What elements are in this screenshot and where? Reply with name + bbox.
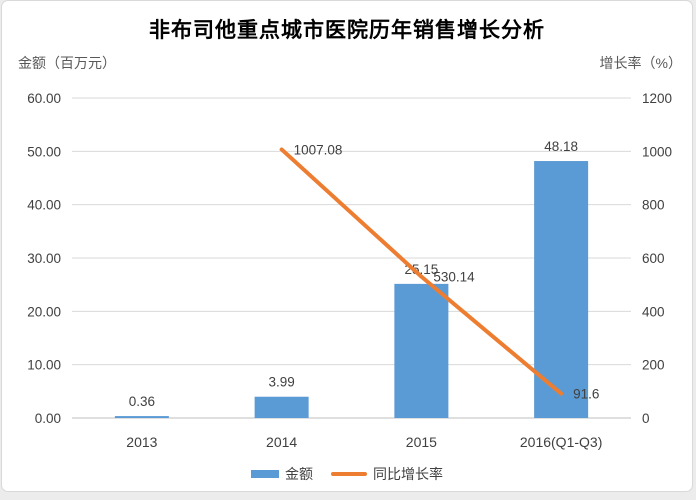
legend-label-amount: 金额 [285,466,313,482]
bar-value-label: 25.15 [404,262,438,277]
left-axis-tick-label: 20.00 [27,304,61,319]
bar-value-label: 3.99 [268,375,294,390]
chart-card: 非布司他重点城市医院历年销售增长分析 金额（百万元） 增长率（%） 0.00 10… [1,0,693,492]
line-value-label: 530.14 [433,270,475,285]
right-axis-tick-label: 1200 [642,91,672,106]
growth-rate-line [279,147,564,396]
line-series-swatch-icon [331,472,367,476]
line-value-label: 1007.08 [294,142,343,157]
x-axis-category-label: 2015 [406,434,437,450]
bar-2013 [114,416,169,418]
left-axis-tick-label: 60.00 [27,91,61,106]
combo-chart-plot-area: 0.00 10.00 20.00 30.00 40.00 50.00 60.00 0 200 40… [27,91,672,450]
left-axis-tick-label: 50.00 [27,144,61,159]
right-axis-tick-label: 400 [642,304,665,319]
left-axis-tick-label: 10.00 [27,358,61,373]
x-axis-category-label: 2016(Q1-Q3) [520,434,602,450]
bar-2016(Q1-Q3) [534,161,589,419]
line-value-label: 91.6 [573,387,599,402]
left-axis-title: 金额（百万元） [18,55,116,71]
right-axis-tick-label: 1000 [642,144,672,159]
left-axis-tick-label: 0.00 [35,411,61,426]
x-axis-category-label: 2014 [266,434,297,450]
bar-2015 [394,283,449,418]
chart-legend: 金额 同比增长率 [2,464,692,484]
bar-value-label: 0.36 [129,394,155,409]
x-axis-category-label: 2013 [126,434,157,450]
legend-label-growth-rate: 同比增长率 [373,466,443,482]
left-axis-tick-label: 30.00 [27,251,61,266]
bar-series-swatch-icon [251,470,279,478]
legend-item-amount: 金额 [251,464,313,484]
right-axis-tick-label: 600 [642,251,665,266]
bar-value-label: 48.18 [544,139,578,154]
right-axis-title: 增长率（%） [599,55,682,71]
right-axis-tick-label: 200 [642,358,665,373]
right-axis-tick-label: 800 [642,198,665,213]
left-axis-tick-label: 40.00 [27,198,61,213]
right-axis-tick-label: 0 [642,411,650,426]
legend-item-growth-rate: 同比增长率 [331,464,443,484]
bar-2014 [254,396,309,418]
chart-title: 非布司他重点城市医院历年销售增长分析 [149,19,545,42]
